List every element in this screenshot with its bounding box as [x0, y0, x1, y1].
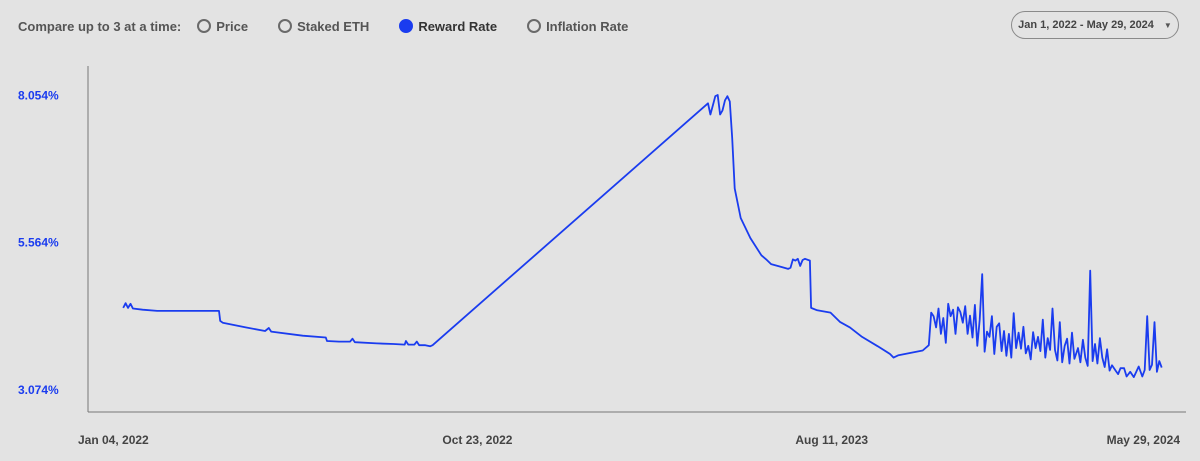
date-range-dropdown[interactable]: Jan 1, 2022 - May 29, 2024 ▼: [1011, 11, 1179, 39]
metric-toolbar: Compare up to 3 at a time: Price Staked …: [18, 14, 658, 38]
metric-option-label: Inflation Rate: [546, 18, 629, 34]
chevron-down-icon: ▼: [1163, 20, 1172, 30]
metric-option-inflation-rate[interactable]: Inflation Rate: [527, 19, 628, 34]
metric-option-price[interactable]: Price: [197, 19, 248, 34]
metric-option-label: Price: [216, 18, 249, 34]
metric-option-label: Staked ETH: [297, 18, 370, 34]
radio-icon[interactable]: [278, 19, 293, 33]
x-tick-label: May 29, 2024: [1107, 433, 1181, 447]
y-tick-label: 5.564%: [18, 236, 59, 250]
radio-icon[interactable]: [197, 19, 212, 33]
metric-option-reward-rate[interactable]: Reward Rate: [399, 19, 497, 34]
x-tick-label: Jan 04, 2022: [78, 433, 149, 447]
radio-icon[interactable]: [527, 19, 542, 33]
x-tick-label: Oct 23, 2022: [442, 433, 512, 447]
y-tick-label: 8.054%: [18, 88, 59, 102]
metric-option-label: Reward Rate: [418, 18, 498, 34]
compare-label: Compare up to 3 at a time:: [18, 18, 182, 34]
date-range-label: Jan 1, 2022 - May 29, 2024: [1018, 19, 1154, 31]
metric-option-staked-eth[interactable]: Staked ETH: [278, 19, 369, 34]
radio-selected-icon[interactable]: [399, 19, 414, 33]
y-tick-label: 3.074%: [18, 383, 59, 397]
x-tick-label: Aug 11, 2023: [795, 433, 868, 447]
reward-rate-series-line: [122, 94, 1163, 378]
